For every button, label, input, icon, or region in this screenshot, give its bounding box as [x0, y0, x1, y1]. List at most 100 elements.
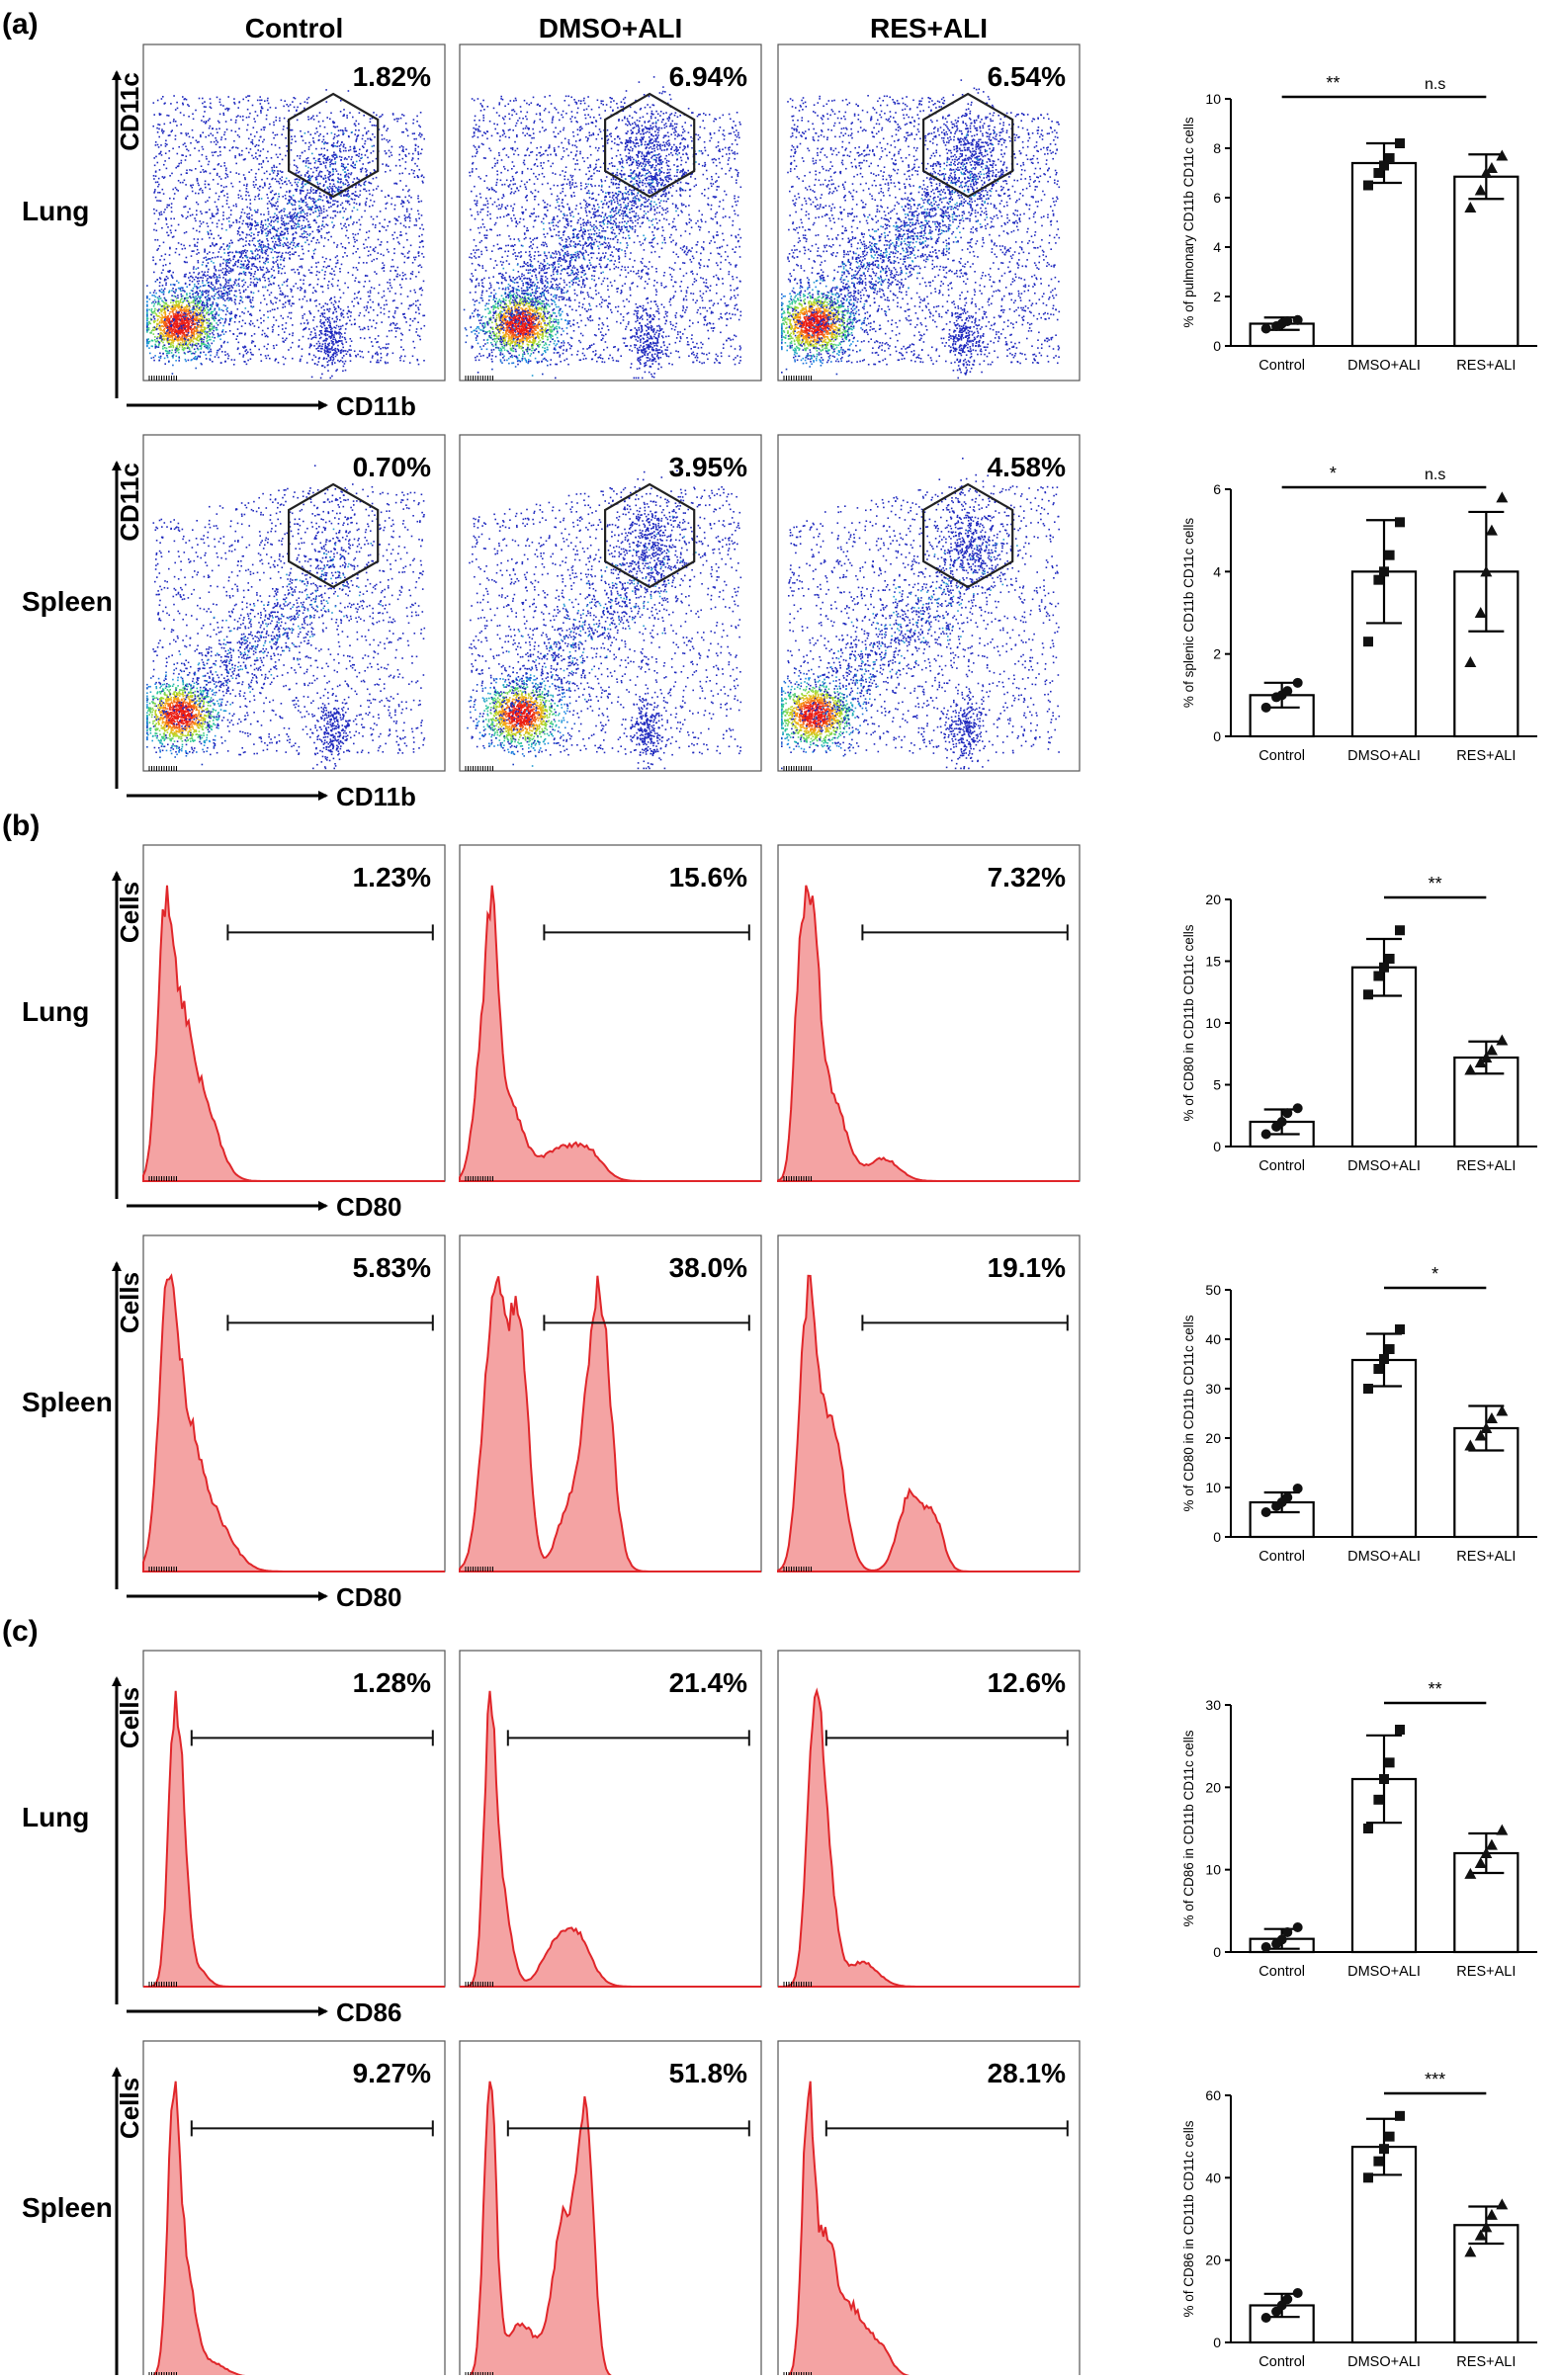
- event-dot: [162, 346, 164, 348]
- event-dot: [164, 312, 166, 314]
- event-dot: [174, 321, 176, 323]
- event-dot: [314, 300, 316, 302]
- event-dot: [228, 285, 230, 287]
- event-dot: [338, 134, 340, 136]
- event-dot: [300, 236, 302, 238]
- event-dot: [348, 224, 350, 226]
- event-dot: [178, 242, 180, 244]
- event-dot: [216, 139, 217, 141]
- event-dot: [341, 264, 343, 266]
- event-dot: [175, 336, 177, 338]
- event-dot: [172, 311, 174, 313]
- event-dot: [280, 239, 282, 241]
- event-dot: [183, 314, 185, 316]
- event-dot: [226, 307, 228, 309]
- event-dot: [163, 338, 165, 340]
- event-dot: [206, 313, 208, 315]
- event-dot: [181, 312, 183, 314]
- event-dot: [189, 347, 191, 349]
- event-dot: [273, 348, 275, 350]
- event-dot: [212, 343, 214, 345]
- event-dot: [151, 295, 153, 297]
- event-dot: [153, 305, 155, 307]
- event-dot: [190, 342, 192, 344]
- event-dot: [176, 300, 178, 302]
- event-dot: [396, 274, 398, 276]
- event-dot: [190, 317, 192, 319]
- event-dot: [197, 316, 199, 318]
- event-dot: [173, 323, 175, 325]
- event-dot: [220, 309, 222, 311]
- event-dot: [363, 262, 365, 264]
- event-dot: [172, 373, 174, 375]
- event-dot: [359, 160, 361, 162]
- event-dot: [165, 303, 167, 305]
- row-lung: LungCD11cCD11b1.82%6.94%6.54%0246810% of…: [22, 44, 1537, 421]
- event-dot: [162, 330, 164, 332]
- event-dot: [187, 322, 189, 324]
- event-dot: [161, 314, 163, 316]
- event-dot: [205, 309, 207, 311]
- event-dot: [214, 309, 216, 311]
- event-dot: [179, 323, 181, 325]
- event-dot: [201, 314, 203, 316]
- event-dot: [174, 331, 176, 333]
- event-dot: [253, 282, 255, 284]
- event-dot: [259, 280, 261, 282]
- event-dot: [164, 330, 166, 332]
- event-dot: [185, 359, 187, 361]
- event-dot: [163, 292, 165, 294]
- event-dot: [212, 305, 214, 307]
- event-dot: [166, 348, 168, 350]
- event-dot: [378, 252, 380, 254]
- event-dot: [177, 314, 179, 316]
- event-dot: [343, 316, 345, 318]
- event-dot: [214, 340, 216, 342]
- event-dot: [149, 293, 151, 295]
- column-header-0: Control: [245, 13, 344, 43]
- event-dot: [199, 334, 201, 336]
- event-dot: [262, 187, 264, 189]
- event-dot: [196, 329, 198, 331]
- event-dot: [207, 222, 209, 224]
- event-dot: [198, 340, 200, 342]
- event-dot: [206, 338, 208, 340]
- event-dot: [163, 322, 165, 324]
- event-dot: [330, 236, 332, 238]
- event-dot: [185, 306, 187, 308]
- event-dot: [149, 298, 151, 300]
- event-dot: [170, 308, 172, 310]
- event-dot: [159, 317, 161, 319]
- event-dot: [207, 322, 209, 324]
- event-dot: [276, 166, 278, 168]
- event-dot: [330, 113, 332, 115]
- event-dot: [151, 302, 153, 304]
- event-dot: [329, 202, 331, 204]
- event-dot: [212, 313, 214, 315]
- event-dot: [166, 232, 168, 234]
- event-dot: [161, 341, 163, 343]
- event-dot: [186, 286, 188, 288]
- event-dot: [155, 182, 157, 184]
- event-dot: [318, 242, 320, 244]
- event-dot: [202, 331, 204, 333]
- event-dot: [176, 125, 178, 127]
- event-dot: [195, 343, 197, 345]
- event-dot: [213, 311, 215, 313]
- event-dot: [214, 327, 216, 329]
- event-dot: [239, 190, 241, 192]
- event-dot: [418, 313, 420, 315]
- event-dot: [219, 248, 221, 250]
- event-dot: [198, 297, 200, 298]
- event-dot: [193, 266, 195, 268]
- event-dot: [400, 204, 402, 206]
- event-dot: [323, 226, 325, 228]
- event-dot: [170, 344, 172, 346]
- event-dot: [171, 340, 173, 342]
- event-dot: [162, 309, 164, 311]
- event-dot: [203, 341, 205, 343]
- event-dot: [169, 263, 171, 265]
- event-dot: [235, 147, 237, 149]
- event-dot: [233, 140, 235, 142]
- event-dot: [301, 323, 303, 325]
